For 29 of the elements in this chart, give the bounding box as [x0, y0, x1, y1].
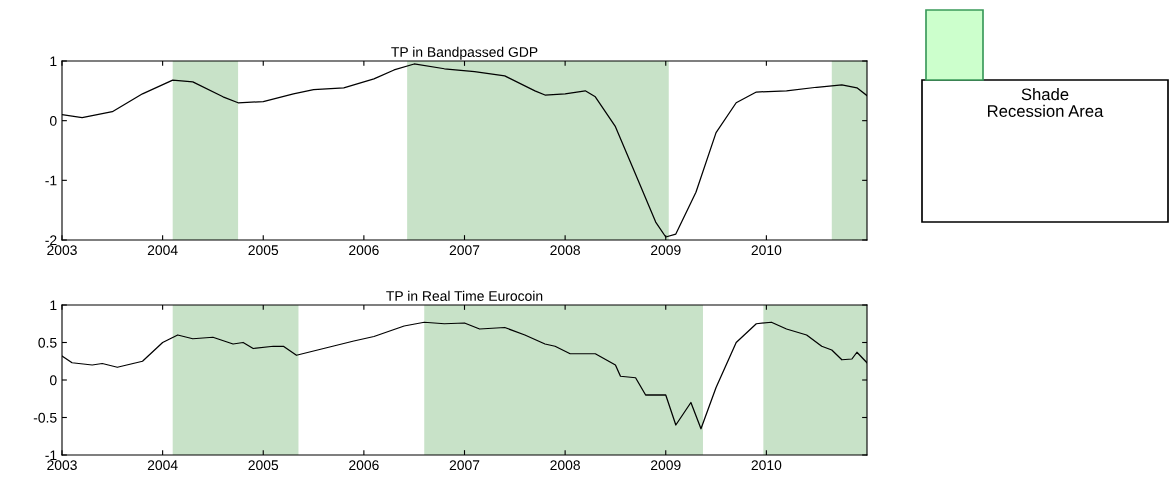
- x-tick-label: 2003: [47, 460, 77, 471]
- y-tick-label: 0: [49, 375, 57, 386]
- x-tick-label: 2006: [349, 460, 379, 471]
- y-tick-label: -1: [45, 450, 57, 461]
- x-tick-label: 2006: [349, 245, 379, 256]
- x-tick-label: 2010: [751, 460, 782, 471]
- chart-title: TP in Real Time Eurocoin: [386, 290, 543, 301]
- y-tick-label: 0: [49, 116, 57, 126]
- x-tick-label: 2005: [248, 245, 279, 256]
- x-tick-label: 2010: [751, 245, 782, 256]
- x-tick-label: 2005: [248, 460, 279, 471]
- y-tick-label: 1: [50, 56, 57, 67]
- x-tick-label: 2004: [147, 460, 178, 471]
- x-tick-label: 2007: [449, 245, 480, 256]
- x-tick-label: 2008: [550, 460, 580, 471]
- x-tick-label: 2007: [449, 460, 480, 471]
- y-tick-label: 1: [50, 300, 57, 311]
- x-tick-label: 2009: [651, 460, 681, 471]
- chart-title: TP in Bandpassed GDP: [391, 46, 538, 60]
- x-tick-label: 2003: [47, 245, 77, 256]
- x-tick-label: 2004: [147, 245, 178, 256]
- y-tick-label: 0.5: [38, 337, 57, 348]
- y-tick-label: -2: [45, 235, 57, 246]
- y-tick-label: -1: [45, 175, 57, 186]
- text: Shade Recession Area: [988, 88, 1104, 117]
- x-tick-label: 2009: [651, 245, 681, 256]
- line-series: [62, 63, 867, 238]
- x-tick-label: 2008: [550, 245, 580, 256]
- y-tick-label: -0.5: [33, 412, 57, 423]
